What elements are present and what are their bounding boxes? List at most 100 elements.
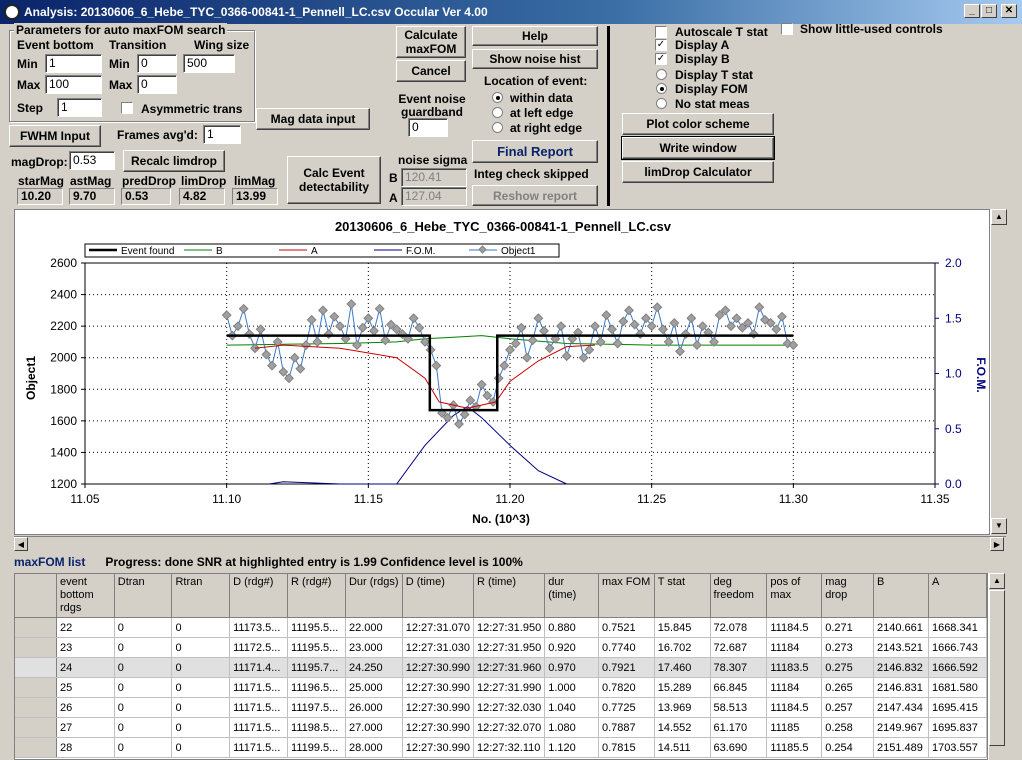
no-stat-meas-label: No stat meas [675, 97, 750, 111]
display-fom-radio[interactable] [656, 83, 667, 94]
table-row[interactable]: 24 0 0 11171.4... 11195.7... 24.250 12:27:30.9… [15, 657, 987, 678]
table-cell: 1.000 [544, 677, 599, 698]
object1-point [714, 310, 725, 321]
column-header[interactable]: deg freedom [710, 574, 768, 618]
event-max-input[interactable]: 100 [45, 75, 102, 94]
table-cell: 0.275 [821, 657, 874, 678]
row-header-cell[interactable] [15, 617, 58, 638]
maximize-button[interactable]: □ [981, 4, 997, 18]
table-scroll-thumb[interactable] [989, 590, 1005, 746]
row-header-cell[interactable] [15, 637, 58, 658]
plot-color-scheme-button[interactable]: Plot color scheme [622, 113, 774, 135]
row-header-cell[interactable] [15, 677, 58, 698]
object1-point [601, 310, 612, 321]
asymmetric-trans-checkbox[interactable] [121, 102, 133, 114]
reshow-report-button[interactable]: Reshow report [472, 185, 598, 206]
legend-label: B [216, 246, 223, 257]
column-header[interactable]: pos of max [766, 574, 823, 618]
wing-size-input[interactable]: 500 [183, 54, 235, 73]
limdrop-calculator-button[interactable]: limDrop Calculator [622, 161, 774, 183]
final-report-button[interactable]: Final Report [472, 140, 598, 163]
help-button[interactable]: Help [472, 26, 598, 46]
object1-point [465, 395, 476, 406]
object1-point [244, 329, 255, 339]
table-scroll-up-icon[interactable]: ▲ [989, 573, 1005, 589]
table-row[interactable]: 23 0 0 11172.5... 11195.5... 23.000 12:27:31.0… [15, 637, 987, 658]
frames-avgd-input[interactable]: 1 [203, 125, 241, 144]
table-cell: 23 [56, 637, 115, 658]
cancel-button[interactable]: Cancel [396, 60, 466, 82]
minimize-button[interactable]: _ [964, 4, 980, 18]
scroll-down-icon[interactable]: ▼ [991, 518, 1007, 534]
magdrop-input[interactable]: 0.53 [69, 151, 115, 170]
display-b-checkbox[interactable]: ✓ [655, 53, 667, 65]
fwhm-input-button[interactable]: FWHM Input [9, 125, 101, 147]
row-header-cell[interactable] [15, 737, 58, 758]
event-min-label: Min [17, 57, 38, 71]
display-tstat-radio[interactable] [656, 69, 667, 80]
starmag-value: 10.20 [17, 188, 63, 205]
table-row[interactable]: 26 0 0 11171.5... 11197.5... 26.000 12:27:30.9… [15, 697, 987, 718]
column-header[interactable]: R (rdg#) [287, 574, 346, 618]
object1-point [233, 321, 243, 332]
calc-event-detectability-button[interactable]: Calc Event detectability [287, 156, 381, 204]
chart-hscrollbar[interactable]: ◀ ▶ [14, 536, 1006, 551]
column-header[interactable]: Dur (rdgs) [345, 574, 403, 618]
table-cell: 61.170 [710, 717, 768, 738]
table-scrollbar[interactable]: ▲ [988, 573, 1005, 760]
maxfom-grid: event bottom rdgs Dtran Rtran D (rdg#) R (rd… [15, 574, 987, 758]
write-window-button[interactable]: Write window [621, 136, 775, 160]
column-header[interactable]: mag drop [821, 574, 874, 618]
object1-point [346, 299, 357, 309]
column-header[interactable]: Rtran [171, 574, 231, 618]
no-stat-meas-radio[interactable] [656, 98, 667, 109]
column-header[interactable]: Dtran [114, 574, 173, 618]
loc-left-edge-label: at left edge [510, 106, 574, 120]
row-header-cell[interactable] [15, 697, 58, 718]
column-header[interactable]: event bottom rdgs [56, 574, 115, 618]
column-header[interactable]: dur (time) [544, 574, 599, 618]
column-header[interactable]: D (time) [402, 574, 474, 618]
table-row[interactable]: 28 0 0 11171.5... 11199.5... 28.000 12:27:30.9… [15, 737, 987, 758]
recalc-limdrop-button[interactable]: Recalc limdrop [123, 150, 225, 172]
step-input[interactable]: 1 [57, 98, 102, 117]
row-header-cell[interactable] [15, 657, 58, 678]
scroll-up-icon[interactable]: ▲ [991, 209, 1007, 225]
scroll-right-icon[interactable]: ▶ [990, 537, 1004, 551]
column-header[interactable]: max FOM [598, 574, 655, 618]
trans-min-input[interactable]: 0 [137, 54, 177, 73]
column-header[interactable]: B [873, 574, 929, 618]
display-a-checkbox[interactable]: ✓ [655, 39, 667, 51]
guardband-input[interactable]: 0 [408, 118, 448, 137]
column-header[interactable]: R (time) [473, 574, 546, 618]
table-cell: 0.258 [821, 717, 874, 738]
show-noise-hist-button[interactable]: Show noise hist [472, 49, 598, 69]
event-min-input[interactable]: 1 [45, 54, 102, 73]
loc-right-edge-radio[interactable] [492, 122, 503, 133]
object1-point [369, 325, 379, 336]
table-row[interactable]: 22 0 0 11173.5... 11195.5... 22.000 12:27:31.0… [15, 617, 987, 638]
autoscale-tstat-checkbox[interactable] [655, 26, 667, 38]
loc-left-edge-radio[interactable] [492, 107, 503, 118]
table-cell: 11199.5... [287, 737, 346, 758]
table-cell: 0 [114, 637, 173, 658]
show-little-used-checkbox[interactable] [781, 23, 793, 35]
maxfom-table[interactable]: event bottom rdgs Dtran Rtran D (rdg#) R (rd… [14, 573, 988, 760]
column-header[interactable]: D (rdg#) [229, 574, 289, 618]
scroll-left-icon[interactable]: ◀ [14, 537, 28, 551]
chart-scrollbar[interactable]: ▲ ▼ [990, 209, 1007, 535]
mag-data-input-button[interactable]: Mag data input [256, 108, 370, 130]
table-cell: 27 [56, 717, 115, 738]
loc-within-data-radio[interactable] [492, 92, 503, 103]
table-row[interactable]: 27 0 0 11171.5... 11198.5... 27.000 12:27:30.9… [15, 717, 987, 738]
column-header[interactable]: A [928, 574, 987, 618]
object1-point [737, 322, 748, 333]
table-row[interactable]: 25 0 0 11171.5... 11196.5... 25.000 12:27:30.9… [15, 677, 987, 698]
table-cell: 13.969 [654, 697, 711, 718]
close-button[interactable]: ✕ [1001, 4, 1017, 18]
object1-point [618, 316, 629, 327]
row-header-cell[interactable] [15, 717, 58, 738]
trans-max-input[interactable]: 0 [137, 75, 177, 94]
column-header[interactable]: T stat [654, 574, 711, 618]
calculate-maxfom-button[interactable]: Calculate maxFOM [396, 26, 466, 58]
